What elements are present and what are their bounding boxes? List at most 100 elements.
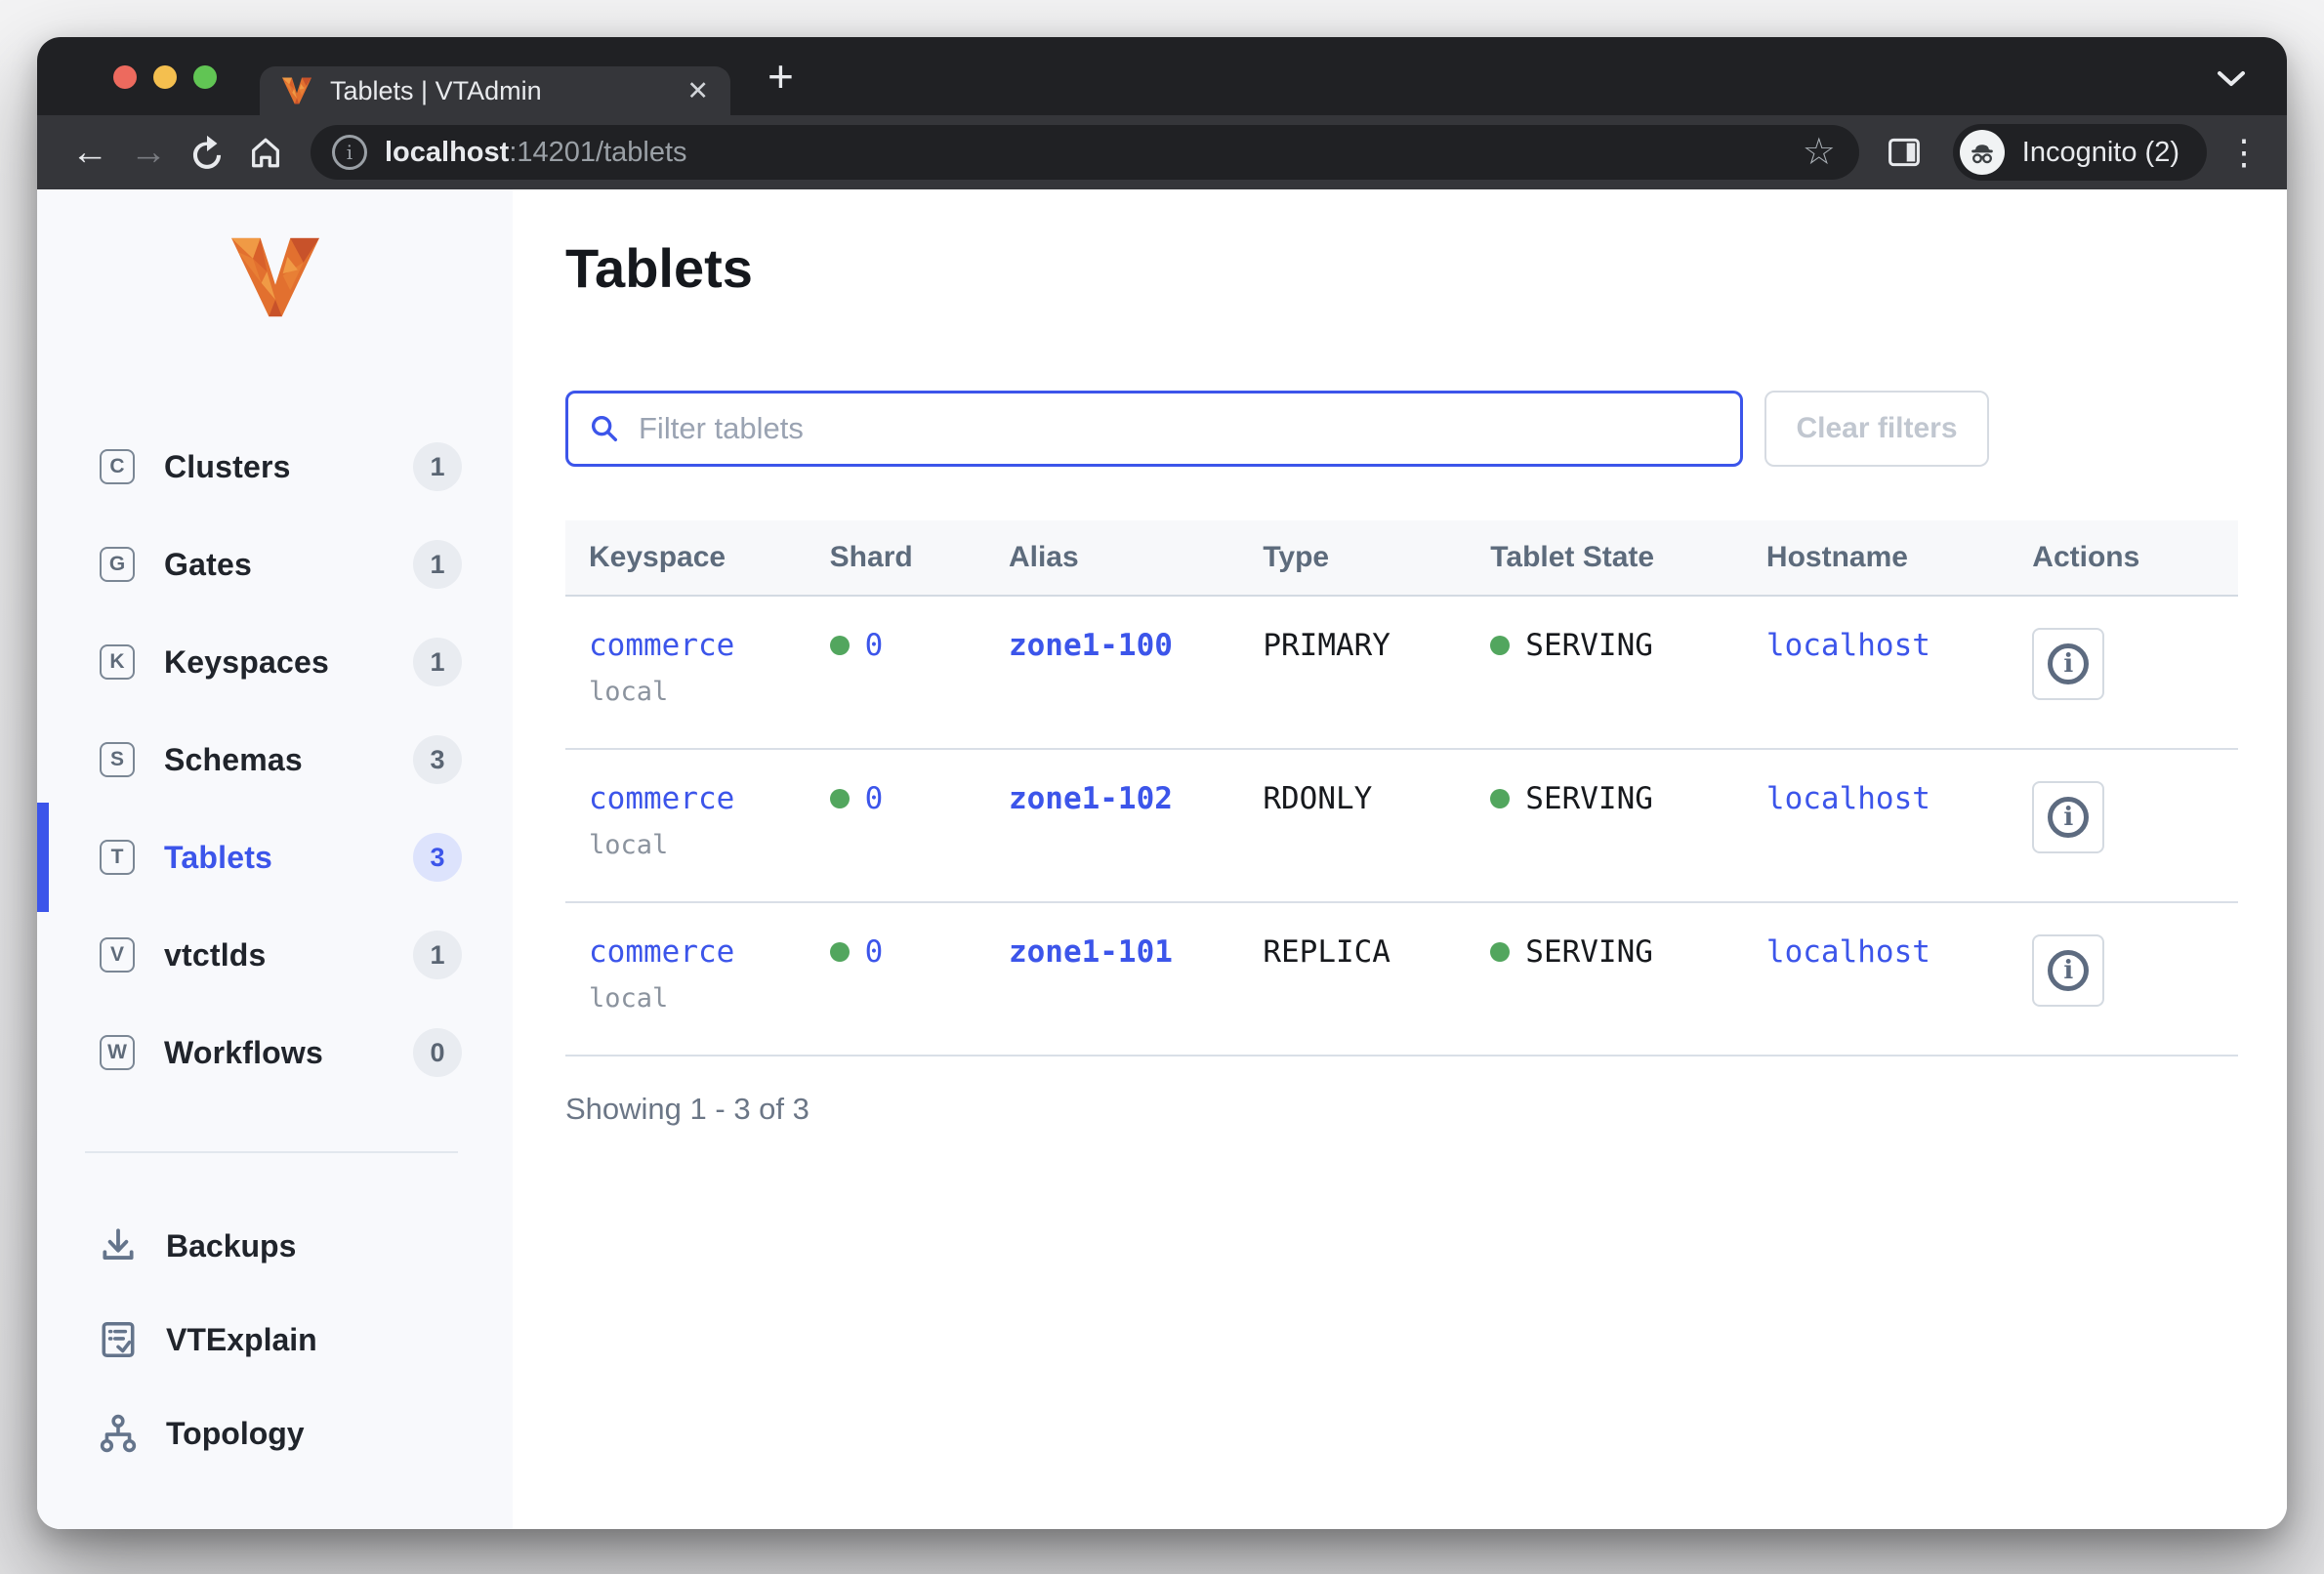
column-header-tablet-state: Tablet State <box>1467 520 1743 597</box>
url-host: localhost <box>385 136 510 168</box>
info-icon: i <box>2048 950 2090 991</box>
tablets-table: Keyspace Shard Alias Type Tablet State H… <box>565 520 2238 1056</box>
serving-status-dot <box>1490 942 1511 962</box>
page-title: Tablets <box>565 237 753 299</box>
keyspace-link[interactable]: commerce <box>589 781 735 816</box>
sidebar-item-label: Workflows <box>164 1034 324 1070</box>
tablet-state: SERVING <box>1525 628 1653 663</box>
url-text: localhost:14201/tablets <box>385 137 687 169</box>
tab-title: Tablets | VTAdmin <box>330 75 542 105</box>
shard-status-dot <box>829 789 850 808</box>
search-icon <box>591 415 618 442</box>
tab-search-chevron-icon[interactable] <box>2215 69 2248 89</box>
filter-tablets-input[interactable] <box>637 410 1721 447</box>
sidebar-item-backups[interactable]: Backups <box>37 1214 513 1278</box>
vitess-logo[interactable] <box>228 234 322 320</box>
tablet-type: PRIMARY <box>1263 628 1390 663</box>
sidebar-divider <box>85 1151 458 1153</box>
bookmark-star-icon[interactable]: ☆ <box>1802 132 1836 173</box>
keyspaces-icon: K <box>100 644 135 680</box>
sidebar-item-vtexplain[interactable]: VTExplain <box>37 1307 513 1372</box>
keyspace-link[interactable]: commerce <box>589 934 735 970</box>
sidebar-item-vtctlds[interactable]: V vtctlds 1 <box>37 923 513 987</box>
tablet-info-button[interactable]: i <box>2032 934 2105 1007</box>
topology-tree-icon <box>100 1414 137 1453</box>
browser-menu-button[interactable]: ⋮ <box>2226 132 2262 172</box>
tablet-alias-link[interactable]: zone1-102 <box>1008 781 1173 816</box>
hostname-link[interactable]: localhost <box>1765 628 1930 663</box>
vitess-favicon-icon <box>281 77 312 104</box>
shard-link[interactable]: 0 <box>864 628 884 663</box>
incognito-avatar <box>1959 130 2005 175</box>
close-window-button[interactable] <box>113 65 137 89</box>
info-icon: i <box>2048 643 2090 684</box>
serving-status-dot <box>1490 789 1511 808</box>
count-badge: 1 <box>413 931 462 979</box>
tablet-state: SERVING <box>1525 934 1653 970</box>
sidebar-item-tablets[interactable]: T Tablets 3 <box>37 803 513 912</box>
sidebar-item-label: Topology <box>166 1415 305 1451</box>
incognito-icon <box>1971 145 1993 164</box>
table-row: commerce local 0 zone1-102 RDONLY SERVIN… <box>565 749 2238 903</box>
sidebar-item-schemas[interactable]: S Schemas 3 <box>37 727 513 792</box>
sidebar-item-label: Clusters <box>164 448 291 484</box>
pagination-summary: Showing 1 - 3 of 3 <box>565 1092 809 1126</box>
side-panel-icon <box>1888 138 1920 167</box>
tablet-info-button[interactable]: i <box>2032 781 2105 853</box>
table-row: commerce local 0 zone1-101 REPLICA SERVI… <box>565 902 2238 1056</box>
tab-strip: Tablets | VTAdmin ✕ + <box>37 37 2287 115</box>
keyspace-link[interactable]: commerce <box>589 628 735 663</box>
url-path: :14201/tablets <box>509 136 687 168</box>
sidebar-item-workflows[interactable]: W Workflows 0 <box>37 1020 513 1085</box>
main-content: Tablets Clear filters <box>513 189 2287 1529</box>
minimize-window-button[interactable] <box>153 65 177 89</box>
sidebar-item-keyspaces[interactable]: K Keyspaces 1 <box>37 630 513 694</box>
filter-box <box>565 391 1743 467</box>
tab-close-icon[interactable]: ✕ <box>686 75 709 105</box>
home-button[interactable] <box>236 123 295 182</box>
sidebar-item-clusters[interactable]: C Clusters 1 <box>37 435 513 499</box>
zoom-window-button[interactable] <box>193 65 217 89</box>
sidebar-item-label: Gates <box>164 546 252 582</box>
new-tab-button[interactable]: + <box>768 51 794 102</box>
sidebar-item-gates[interactable]: G Gates 1 <box>37 532 513 597</box>
sidebar-item-topology[interactable]: Topology <box>37 1401 513 1466</box>
shard-link[interactable]: 0 <box>864 934 884 970</box>
site-info-icon[interactable]: i <box>332 135 367 170</box>
cluster-name: local <box>589 830 669 860</box>
browser-tab[interactable]: Tablets | VTAdmin ✕ <box>260 66 730 115</box>
count-badge: 1 <box>413 442 462 491</box>
profile-label: Incognito (2) <box>2021 136 2179 168</box>
cluster-name: local <box>589 983 669 1014</box>
sidebar-item-label: vtctlds <box>164 936 267 973</box>
count-badge: 1 <box>413 638 462 686</box>
column-header-keyspace: Keyspace <box>565 520 807 597</box>
forward-button[interactable]: → <box>130 131 167 173</box>
shard-link[interactable]: 0 <box>864 781 884 816</box>
profile-chip[interactable]: Incognito (2) <box>1952 124 2207 181</box>
sidebar-item-label: Tablets <box>164 839 273 875</box>
sidebar-nav: C Clusters 1 G Gates 1 K Keyspaces 1 S S… <box>37 435 513 1118</box>
download-icon <box>103 1228 134 1260</box>
tablet-state: SERVING <box>1525 781 1653 816</box>
filter-row: Clear filters <box>565 391 2238 467</box>
tablet-alias-link[interactable]: zone1-101 <box>1008 934 1173 970</box>
tablet-info-button[interactable]: i <box>2032 628 2105 700</box>
tablet-alias-link[interactable]: zone1-100 <box>1008 628 1173 663</box>
column-header-alias: Alias <box>984 520 1240 597</box>
browser-toolbar: ← → i localhost:14201/tablets ☆ <box>37 115 2287 189</box>
schemas-icon: S <box>100 742 135 777</box>
sidebar-item-label: VTExplain <box>166 1321 317 1357</box>
serving-status-dot <box>1490 636 1511 655</box>
document-check-icon <box>102 1321 135 1358</box>
count-badge: 0 <box>413 1028 462 1077</box>
sidebar-item-label: Keyspaces <box>164 643 330 680</box>
hostname-link[interactable]: localhost <box>1765 934 1930 970</box>
side-panel-button[interactable] <box>1875 123 1933 182</box>
back-button[interactable]: ← <box>71 131 108 173</box>
reload-button[interactable] <box>178 123 236 182</box>
url-bar[interactable]: i localhost:14201/tablets ☆ <box>311 125 1859 180</box>
hostname-link[interactable]: localhost <box>1765 781 1930 816</box>
clear-filters-button[interactable]: Clear filters <box>1764 391 1989 467</box>
sidebar-item-label: Backups <box>166 1227 297 1263</box>
